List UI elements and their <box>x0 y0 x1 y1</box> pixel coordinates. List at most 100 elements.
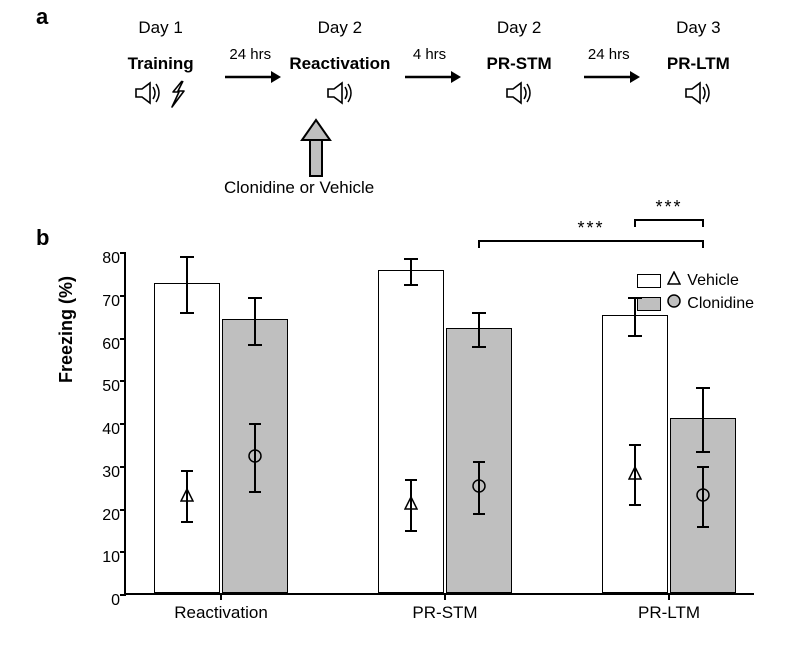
error-cap <box>248 344 262 346</box>
marker-error-bar <box>186 471 188 522</box>
sig-bracket <box>479 240 703 242</box>
sig-bracket-tick <box>702 240 704 248</box>
marker-error-cap <box>629 504 641 506</box>
x-category-label: Reactivation <box>174 603 268 623</box>
error-cap <box>696 387 710 389</box>
error-cap <box>180 312 194 314</box>
speaker-icon <box>505 80 533 111</box>
legend-label: Vehicle <box>687 272 739 290</box>
timeline-stage: Day 3 PR-LTM <box>636 18 761 111</box>
error-cap <box>404 284 418 286</box>
speaker-icon <box>134 80 162 113</box>
chart-area: VehicleClonidine 01020304050607080Reacti… <box>124 253 754 595</box>
arrow-icon <box>223 69 277 90</box>
sig-bracket-tick <box>702 219 704 227</box>
legend-row: Clonidine <box>637 294 754 313</box>
marker-error-bar <box>254 424 256 492</box>
marker-error-cap <box>405 479 417 481</box>
error-cap <box>472 312 486 314</box>
stage-icons <box>636 80 761 111</box>
bolt-icon <box>168 80 188 113</box>
timeline-arrow: 4 hrs <box>403 52 457 90</box>
stage-label: PR-LTM <box>636 54 761 74</box>
arrow-label: 24 hrs <box>582 46 636 63</box>
speaker-icon <box>684 80 712 111</box>
error-bar <box>410 259 412 285</box>
y-tick-mark <box>120 338 126 340</box>
timeline-stage: Day 1 Training <box>98 18 223 113</box>
timeline-arrow: 24 hrs <box>582 52 636 90</box>
stage-icons <box>98 80 223 113</box>
legend-row: Vehicle <box>637 271 754 290</box>
y-tick-mark <box>120 423 126 425</box>
panel-a-letter: a <box>36 4 48 30</box>
error-cap <box>472 346 486 348</box>
bar-clonidine <box>446 328 512 593</box>
injection-label: Clonidine or Vehicle <box>224 178 374 198</box>
legend-marker-icon <box>667 294 681 313</box>
marker-error-cap <box>405 530 417 532</box>
marker-error-cap <box>473 461 485 463</box>
bar-vehicle <box>154 283 220 593</box>
arrow-icon <box>403 69 457 90</box>
marker-error-cap <box>473 513 485 515</box>
arrow-icon <box>582 69 636 90</box>
error-bar <box>186 257 188 313</box>
speaker-icon <box>326 80 354 111</box>
error-cap <box>696 451 710 453</box>
error-bar <box>702 388 704 452</box>
day-label: Day 2 <box>277 18 402 38</box>
stage-label: Reactivation <box>277 54 402 74</box>
timeline-arrow: 24 hrs <box>223 52 277 90</box>
error-cap <box>180 256 194 258</box>
y-tick-mark <box>120 509 126 511</box>
marker-error-cap <box>629 444 641 446</box>
x-tick-mark <box>444 593 446 600</box>
sig-bracket <box>635 219 703 221</box>
timeline-stage: Day 2 PR-STM <box>457 18 582 111</box>
stage-label: PR-STM <box>457 54 582 74</box>
arrow-label: 4 hrs <box>403 46 457 63</box>
panel-b: Freezing (%) VehicleClonidine 0102030405… <box>38 225 773 650</box>
timeline-stage: Day 2 Reactivation <box>277 18 402 111</box>
y-tick-mark <box>120 551 126 553</box>
x-category-label: PR-STM <box>412 603 477 623</box>
error-bar <box>634 298 636 336</box>
error-cap <box>628 335 642 337</box>
error-bar <box>254 298 256 345</box>
sig-bracket-tick <box>634 219 636 227</box>
y-tick-mark <box>120 252 126 254</box>
day-label: Day 3 <box>636 18 761 38</box>
error-cap <box>628 297 642 299</box>
sig-bracket-tick <box>478 240 480 248</box>
marker-error-bar <box>410 480 412 531</box>
legend-swatch <box>637 274 661 288</box>
x-tick-mark <box>220 593 222 600</box>
y-tick-mark <box>120 466 126 468</box>
legend: Vehicle Clonidine <box>637 271 754 317</box>
marker-error-bar <box>478 462 480 513</box>
x-category-label: PR-LTM <box>638 603 700 623</box>
marker-error-cap <box>181 521 193 523</box>
timeline: Day 1Training24 hrsDay 2Reactivation4 hr… <box>98 18 761 113</box>
bar-vehicle <box>378 270 444 593</box>
legend-label: Clonidine <box>687 295 754 313</box>
error-cap <box>248 297 262 299</box>
marker-error-bar <box>702 467 704 527</box>
sig-label: *** <box>577 218 604 239</box>
injection-arrow <box>298 118 334 183</box>
error-bar <box>478 313 480 347</box>
sig-label: *** <box>655 197 682 218</box>
y-axis-label: Freezing (%) <box>56 276 77 383</box>
stage-icons <box>277 80 402 111</box>
y-tick-mark <box>120 295 126 297</box>
day-label: Day 1 <box>98 18 223 38</box>
stage-icons <box>457 80 582 111</box>
day-label: Day 2 <box>457 18 582 38</box>
legend-marker-icon <box>667 271 681 290</box>
arrow-label: 24 hrs <box>223 46 277 63</box>
marker-error-bar <box>634 445 636 505</box>
stage-label: Training <box>98 54 223 74</box>
marker-error-cap <box>697 466 709 468</box>
y-tick-mark <box>120 594 126 596</box>
